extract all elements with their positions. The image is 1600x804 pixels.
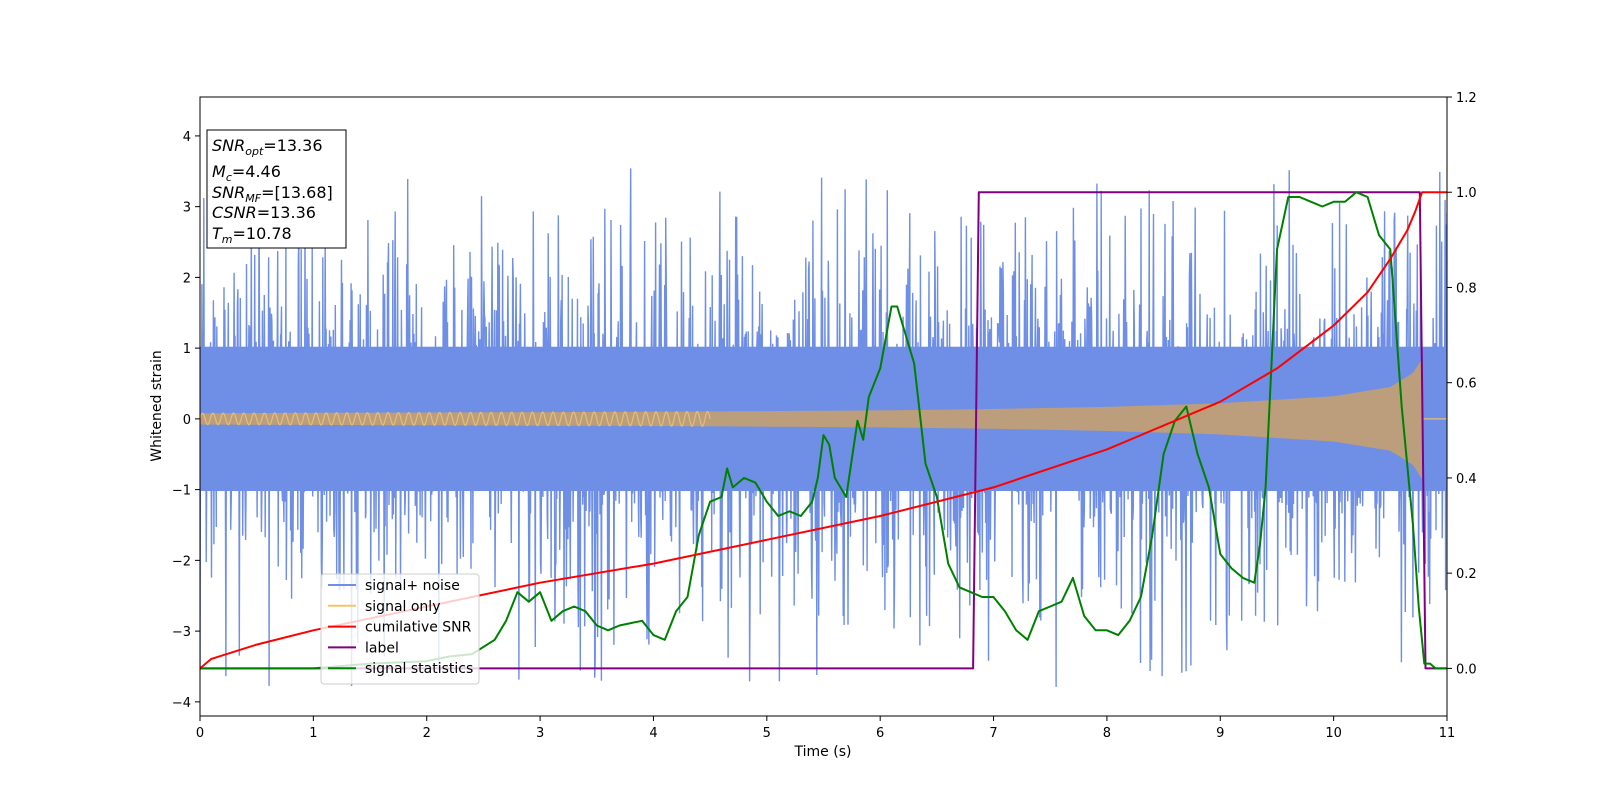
x-tick-label: 9 [1216,726,1224,741]
y-left-tick-label: −1 [172,484,191,499]
x-tick-label: 1 [309,726,317,741]
legend-label: signal statistics [365,661,473,677]
x-tick-label: 7 [989,726,997,741]
x-tick-label: 0 [196,726,204,741]
x-tick-label: 3 [536,726,544,741]
x-tick-label: 11 [1439,726,1456,741]
y-left-tick-label: 2 [183,271,191,286]
series-signal-statistics-line [200,191,1447,670]
y-left-tick-label: 1 [183,342,191,357]
y-right-tick-label: 1.2 [1456,91,1477,106]
x-tick-label: 4 [649,726,657,741]
info-line: Tm=10.78 [212,224,292,246]
legend-frame [320,573,480,685]
y-right-tick-label: 0.2 [1456,567,1477,582]
x-tick-label: 5 [763,726,771,741]
x-tick-label: 8 [1103,726,1111,741]
signal-only-envelope [200,358,1423,479]
y-left-tick-label: −4 [172,696,191,711]
y-left-tick-label: 0 [183,413,191,428]
y-axis-left: −4 −3 −2 −1 0 1 2 3 4 [172,130,200,711]
x-tick-label: 6 [876,726,884,741]
info-line: Mc=4.46 [212,162,281,184]
legend-label: cumilative SNR [365,620,472,636]
series-label-line [200,191,1447,670]
x-axis: 0 1 2 3 4 5 6 7 8 9 10 11 [196,716,1455,741]
plot-frame [199,96,1448,717]
legend-label: signal+ noise [365,578,460,594]
plot-area [200,168,1447,687]
x-tick-label: 2 [423,726,431,741]
info-line: SNRopt=13.36 [212,136,323,158]
info-line: CSNR=13.36 [212,203,316,222]
y-left-tick-label: 4 [183,130,191,145]
info-line: SNRMF=[13.68] [212,183,333,205]
legend: signal+ noise signal only cumilative SNR la… [320,573,480,685]
y-right-tick-label: 0.0 [1456,662,1477,677]
info-annotation-box: SNRopt=13.36 Mc=4.46SNRMF=[13.68]CSNR=13.… [206,129,347,249]
series-signal-only [200,358,1447,479]
x-axis-label: Time (s) [794,744,852,760]
y-right-tick-label: 0.6 [1456,377,1477,392]
y-right-tick-label: 0.8 [1456,281,1477,296]
info-box-frame [206,129,347,249]
series-signal-noise-line [200,168,1447,687]
y-left-tick-label: −3 [172,625,191,640]
y-right-tick-label: 0.4 [1456,472,1477,487]
x-tick-label: 10 [1325,726,1342,741]
y-axis-label: Whitened strain [149,350,165,461]
legend-label: label [365,640,399,656]
y-right-tick-label: 1.0 [1456,186,1477,201]
y-left-tick-label: −2 [172,554,191,569]
y-left-tick-label: 3 [183,201,191,216]
legend-label: signal only [365,599,440,615]
y-axis-right: 0.0 0.2 0.4 0.6 0.8 1.0 1.2 [1447,91,1477,677]
signal-only-line [200,410,711,427]
